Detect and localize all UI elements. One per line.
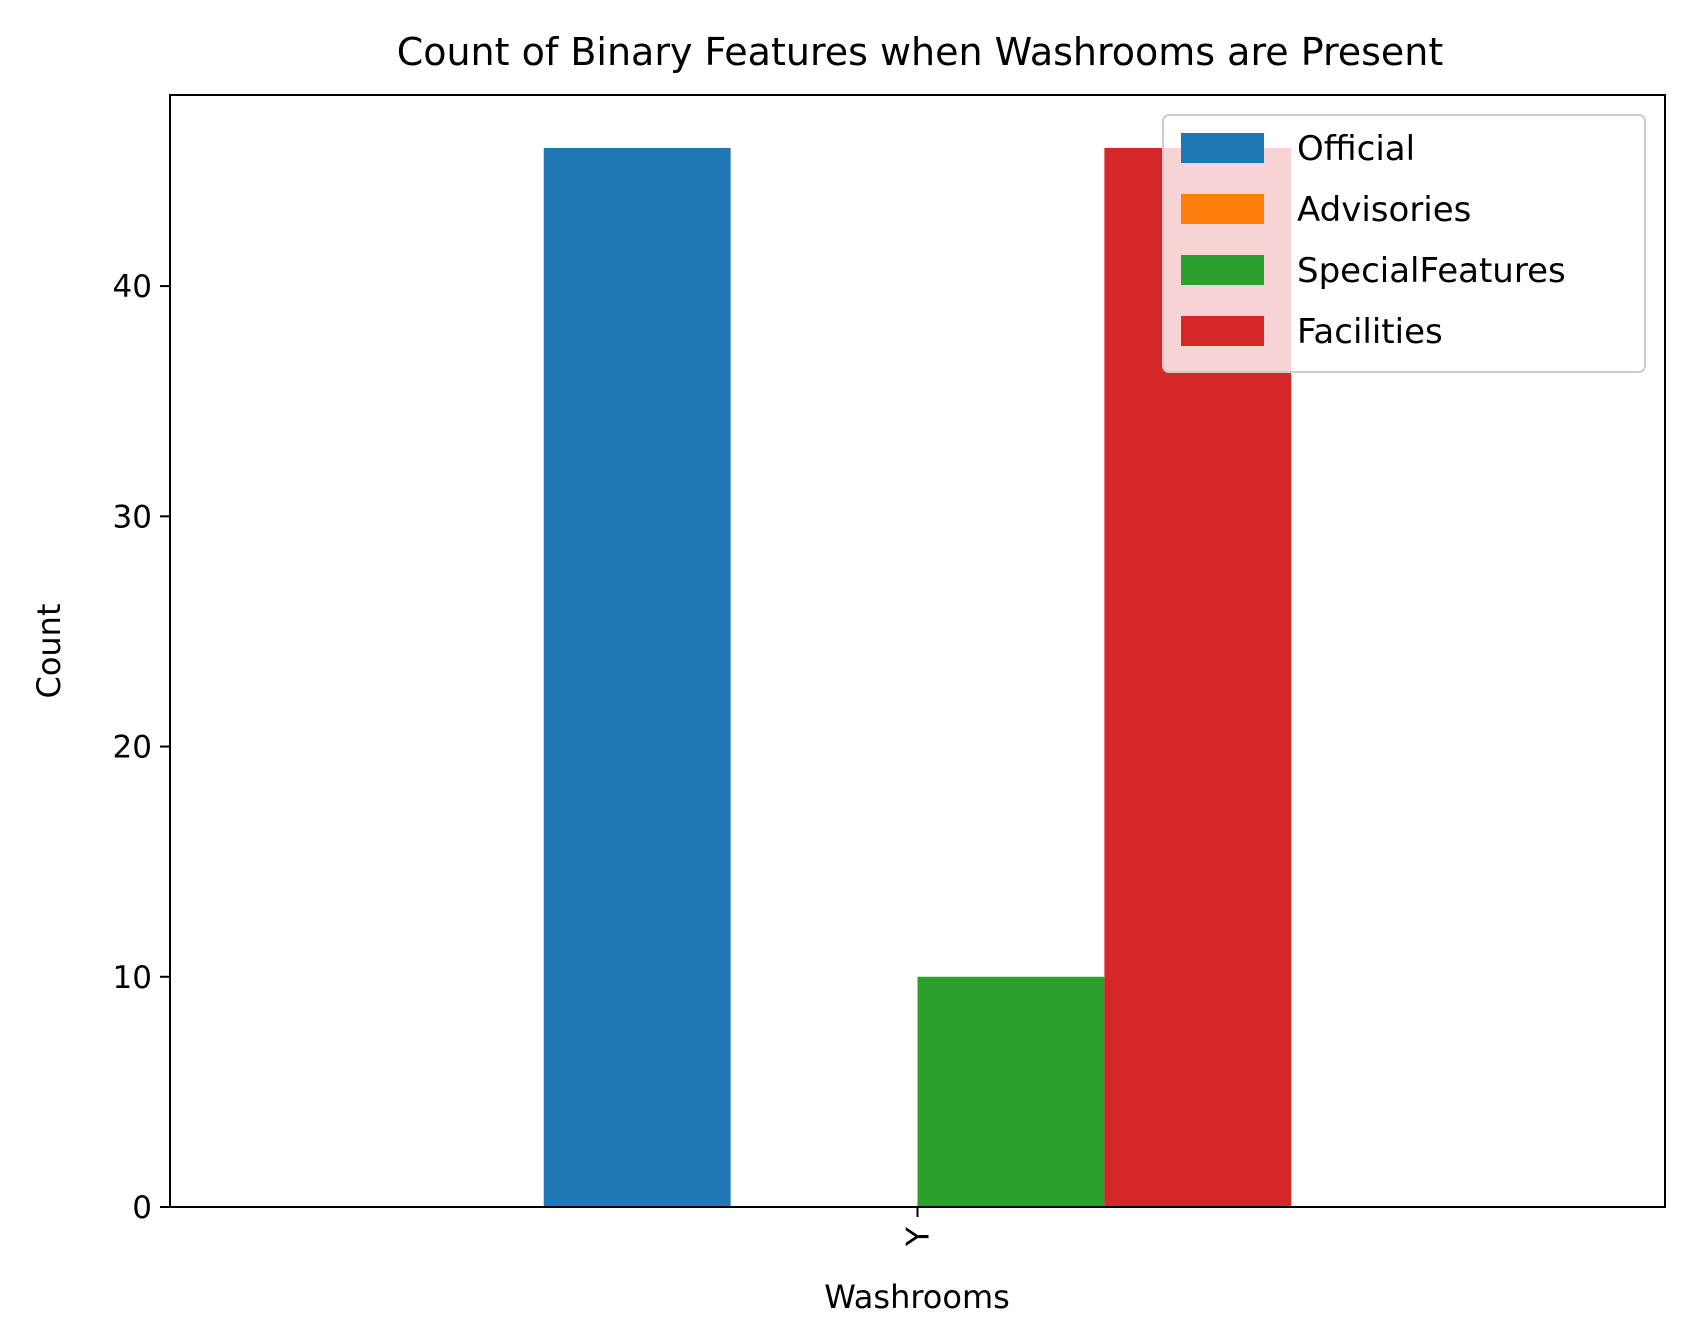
y-tick-label: 40 <box>113 269 152 305</box>
y-tick-label: 20 <box>113 730 152 766</box>
bar-official-y <box>543 147 731 1207</box>
legend-frame <box>1162 114 1646 373</box>
y-axis-ticks: 0 10 20 30 40 <box>113 269 170 1226</box>
legend-swatch-advisories <box>1181 194 1264 224</box>
y-tick-label: 0 <box>132 1190 152 1226</box>
chart-title: Count of Binary Features when Washrooms … <box>397 30 1444 74</box>
legend-label-facilities: Facilities <box>1297 312 1443 352</box>
x-tick-label: Y <box>901 1227 937 1247</box>
bars-group <box>543 147 1292 1207</box>
y-axis-label: Count <box>30 603 68 698</box>
legend-label-specialfeatures: SpecialFeatures <box>1297 251 1566 291</box>
legend-swatch-specialfeatures <box>1181 255 1264 285</box>
bar-specialfeatures-y <box>917 976 1105 1207</box>
legend-swatch-facilities <box>1181 316 1264 346</box>
legend-label-advisories: Advisories <box>1297 190 1471 230</box>
legend-swatch-official <box>1181 133 1264 163</box>
legend-label-official: Official <box>1297 129 1415 169</box>
legend: Official Advisories SpecialFeatures Facilit… <box>1162 114 1646 373</box>
x-axis-ticks: Y <box>901 1207 937 1247</box>
y-tick-label: 10 <box>113 960 152 996</box>
x-axis-label: Washrooms <box>824 1278 1010 1316</box>
y-tick-label: 30 <box>113 499 152 535</box>
